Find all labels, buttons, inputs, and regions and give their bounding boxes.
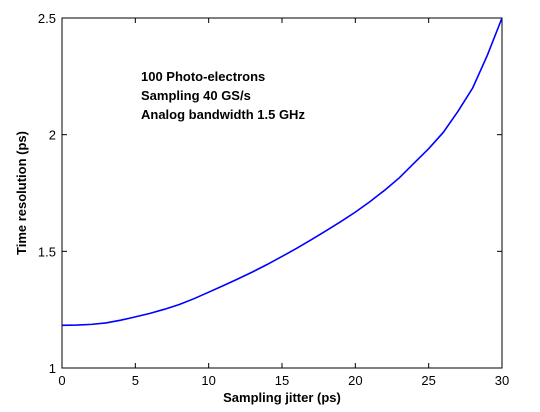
x-axis-ticks: 0 5 10 15 20 25 30 (58, 18, 509, 388)
x-tick-label: 0 (58, 373, 65, 388)
annotation-sampling-rate: Sampling 40 GS/s (141, 88, 251, 103)
y-axis-label: Time resolution (ps) (14, 131, 29, 255)
plot-area (61, 17, 503, 369)
x-tick-label: 5 (132, 373, 139, 388)
series-layer (61, 17, 503, 327)
y-tick-label: 1 (49, 361, 56, 376)
x-tick-label: 10 (201, 373, 215, 388)
x-axis-label: Sampling jitter (ps) (223, 390, 341, 405)
x-tick-label: 25 (421, 373, 435, 388)
x-tick-label: 15 (275, 373, 289, 388)
y-tick-label: 2 (49, 128, 56, 143)
series-line (61, 17, 503, 327)
x-tick-label: 30 (495, 373, 509, 388)
x-tick-label: 20 (348, 373, 362, 388)
y-tick-label: 1.5 (38, 244, 56, 259)
annotation-analog-bandwidth: Analog bandwidth 1.5 GHz (141, 107, 305, 122)
annotation-photo-electrons: 100 Photo-electrons (141, 69, 265, 84)
y-tick-label: 2.5 (38, 11, 56, 26)
y-axis-ticks: 1 1.5 2 2.5 (38, 11, 502, 376)
